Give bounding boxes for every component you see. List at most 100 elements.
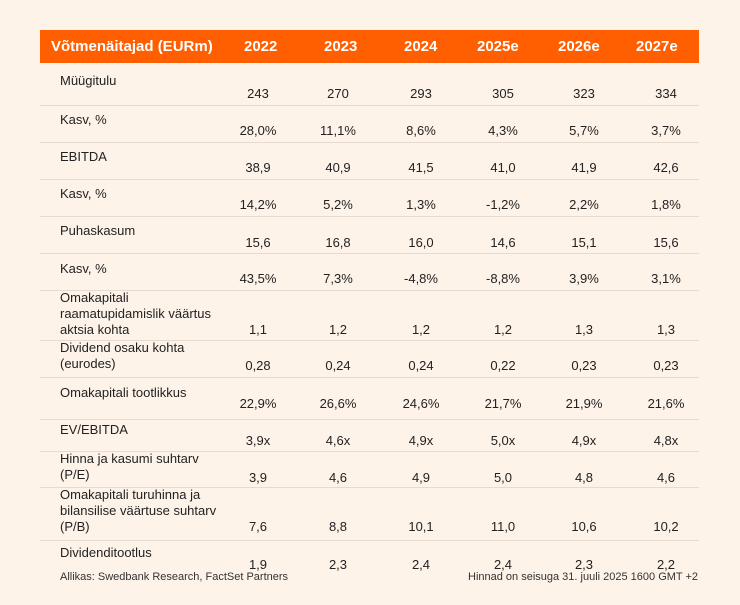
- cell-value: 4,3%: [488, 123, 518, 138]
- cell-value: -4,8%: [404, 271, 438, 286]
- row-label: Kasv, %: [60, 112, 107, 127]
- cell-value: 1,2: [411, 322, 431, 337]
- cell-value: 0,24: [408, 358, 434, 373]
- cell-value: 21,6%: [647, 396, 685, 411]
- cell-value: 15,6: [653, 235, 679, 250]
- row-label: Omakapitali raamatupidamislik väärtus ak…: [60, 290, 212, 337]
- cell-value: 41,9: [571, 160, 597, 175]
- cell-value: -8,8%: [486, 271, 520, 286]
- cell-value: 14,2%: [239, 197, 277, 212]
- cell-value: 11,0: [490, 519, 516, 534]
- cell-value: 16,0: [408, 235, 434, 250]
- row-label: Dividend osaku kohta (eurodes): [60, 340, 185, 371]
- row-label: EV/EBITDA: [60, 422, 128, 437]
- cell-value: 0,28: [245, 358, 271, 373]
- cell-value: 4,9: [411, 470, 431, 485]
- cell-value: 26,6%: [319, 396, 357, 411]
- header-year-2027e: 2027e: [636, 38, 678, 55]
- header-title: Võtmenäitajad (EURm): [51, 38, 213, 55]
- cell-value: 1,2: [493, 322, 513, 337]
- cell-value: 8,8: [328, 519, 348, 534]
- cell-value: 21,7%: [484, 396, 522, 411]
- table-row: Kasv, % 28,0% 11,1% 8,6% 4,3% 5,7% 3,7%: [40, 105, 699, 143]
- table-row: Dividend osaku kohta (eurodes) 0,28 0,24…: [40, 340, 699, 378]
- cell-value: 0,22: [490, 358, 516, 373]
- row-label: Omakapitali turuhinna ja bilansilise vää…: [60, 487, 217, 534]
- row-label: Dividenditootlus: [60, 545, 152, 560]
- cell-value: 4,9x: [571, 433, 597, 448]
- table-row: Kasv, % 14,2% 5,2% 1,3% -1,2% 2,2% 1,8%: [40, 179, 699, 217]
- header-year-2022: 2022: [244, 38, 278, 55]
- header-year-2026e: 2026e: [558, 38, 600, 55]
- cell-value: 305: [492, 86, 514, 101]
- row-label: Müügitulu: [60, 73, 117, 88]
- cell-value: 5,2%: [323, 197, 353, 212]
- table-row: Puhaskasum 15,6 16,8 16,0 14,6 15,1 15,6: [40, 216, 699, 254]
- cell-value: 1,3: [656, 322, 676, 337]
- header-year-2023: 2023: [324, 38, 358, 55]
- cell-value: 1,3: [574, 322, 594, 337]
- cell-value: 5,0x: [490, 433, 516, 448]
- cell-value: 4,9x: [408, 433, 434, 448]
- cell-value: 2,2%: [569, 197, 599, 212]
- cell-value: 3,7%: [651, 123, 681, 138]
- table-header: Võtmenäitajad (EURm) 2022 2023 2024 2025…: [40, 30, 699, 63]
- row-label: Kasv, %: [60, 261, 107, 276]
- cell-value: 270: [327, 86, 349, 101]
- cell-value: 11,1%: [320, 123, 356, 138]
- cell-value: 16,8: [325, 235, 351, 250]
- price-date-note: Hinnad on seisuga 31. juuli 2025 1600 GM…: [468, 571, 699, 583]
- cell-value: 1,9: [248, 557, 268, 572]
- cell-value: 2,4: [411, 557, 431, 572]
- cell-value: 15,6: [245, 235, 271, 250]
- cell-value: 334: [655, 86, 677, 101]
- cell-value: 21,9%: [565, 396, 603, 411]
- header-year-2025e: 2025e: [477, 38, 519, 55]
- table-row: Hinna ja kasumi suhtarv (P/E) 3,9 4,6 4,…: [40, 451, 699, 488]
- cell-value: 1,2: [328, 322, 348, 337]
- cell-value: -1,2%: [486, 197, 520, 212]
- cell-value: 28,0%: [239, 123, 277, 138]
- cell-value: 4,6: [656, 470, 676, 485]
- row-label: Omakapitali tootlikkus: [60, 385, 187, 400]
- cell-value: 5,7%: [569, 123, 599, 138]
- cell-value: 4,8: [574, 470, 594, 485]
- cell-value: 10,6: [571, 519, 597, 534]
- cell-value: 243: [247, 86, 269, 101]
- cell-value: 1,8%: [651, 197, 681, 212]
- cell-value: 42,6: [653, 160, 679, 175]
- cell-value: 43,5%: [239, 271, 277, 286]
- cell-value: 24,6%: [402, 396, 440, 411]
- cell-value: 0,24: [325, 358, 351, 373]
- table-row: Omakapitali raamatupidamislik väärtus ak…: [40, 290, 699, 341]
- cell-value: 2,2: [656, 557, 676, 572]
- cell-value: 10,1: [408, 519, 434, 534]
- cell-value: 3,1%: [651, 271, 681, 286]
- cell-value: 10,2: [653, 519, 679, 534]
- cell-value: 22,9%: [239, 396, 277, 411]
- cell-value: 5,0: [493, 470, 513, 485]
- table-row: EBITDA 38,9 40,9 41,5 41,0 41,9 42,6: [40, 142, 699, 180]
- table-row: Dividenditootlus 1,9 2,3 2,4 2,4 2,3 2,2: [40, 540, 699, 572]
- cell-value: 2,3: [328, 557, 348, 572]
- cell-value: 4,6x: [325, 433, 351, 448]
- cell-value: 323: [573, 86, 595, 101]
- cell-value: 4,8x: [653, 433, 679, 448]
- cell-value: 4,6: [328, 470, 348, 485]
- cell-value: 7,6: [248, 519, 268, 534]
- header-year-2024: 2024: [404, 38, 438, 55]
- table-row: EV/EBITDA 3,9x 4,6x 4,9x 5,0x 4,9x 4,8x: [40, 419, 699, 452]
- table-row: Kasv, % 43,5% 7,3% -4,8% -8,8% 3,9% 3,1%: [40, 253, 699, 291]
- cell-value: 15,1: [571, 235, 597, 250]
- table-row: Omakapitali turuhinna ja bilansilise vää…: [40, 487, 699, 541]
- source-note: Allikas: Swedbank Research, FactSet Part…: [60, 571, 289, 583]
- cell-value: 1,3%: [406, 197, 436, 212]
- cell-value: 3,9x: [245, 433, 271, 448]
- cell-value: 41,0: [490, 160, 516, 175]
- cell-value: 0,23: [571, 358, 597, 373]
- cell-value: 3,9%: [569, 271, 599, 286]
- cell-value: 2,4: [493, 557, 513, 572]
- cell-value: 8,6%: [406, 123, 436, 138]
- row-label: Hinna ja kasumi suhtarv (P/E): [60, 451, 199, 482]
- cell-value: 293: [410, 86, 432, 101]
